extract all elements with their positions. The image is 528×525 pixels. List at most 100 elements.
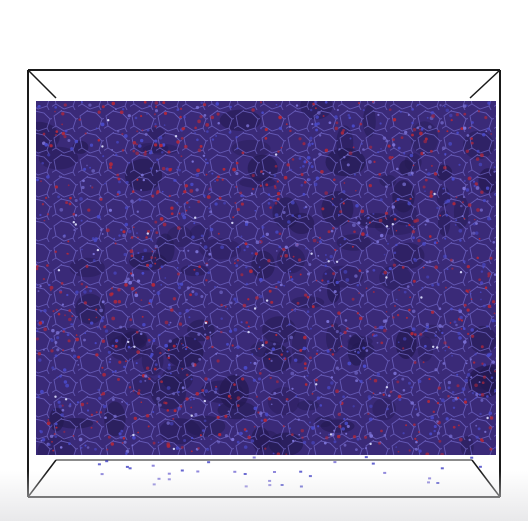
atom xyxy=(175,201,179,205)
atom xyxy=(309,421,311,424)
atom xyxy=(280,146,283,149)
atom xyxy=(188,206,191,209)
stray-particle xyxy=(383,471,387,474)
atom xyxy=(197,447,200,450)
atom xyxy=(147,230,150,233)
atom xyxy=(270,403,273,406)
atom xyxy=(157,441,160,444)
atom xyxy=(118,432,122,436)
atom xyxy=(90,426,93,429)
atom xyxy=(480,270,484,273)
atom xyxy=(312,238,317,243)
stray-particle xyxy=(478,465,482,468)
atom xyxy=(300,183,304,187)
atom xyxy=(369,434,374,438)
atom xyxy=(469,358,473,361)
atom xyxy=(480,298,482,301)
atom xyxy=(356,437,360,441)
atom xyxy=(462,327,466,330)
atom xyxy=(178,311,182,315)
atom xyxy=(233,186,236,188)
atom xyxy=(92,252,95,256)
atom xyxy=(36,265,39,268)
atom xyxy=(209,331,212,334)
atom xyxy=(240,235,243,238)
atom xyxy=(257,411,260,414)
atom xyxy=(182,249,185,252)
atom xyxy=(343,156,346,159)
atom xyxy=(493,166,496,168)
atom xyxy=(122,437,126,440)
atom xyxy=(86,164,88,167)
atom xyxy=(132,390,135,392)
atom xyxy=(90,413,94,417)
atom xyxy=(292,439,295,443)
atom xyxy=(414,447,418,451)
atom xyxy=(462,196,465,198)
atom xyxy=(199,434,202,437)
atom xyxy=(383,433,387,437)
atom xyxy=(433,429,436,433)
atom-highlight xyxy=(64,398,68,401)
atom xyxy=(355,379,359,383)
atom xyxy=(128,386,132,389)
atom xyxy=(37,104,41,108)
atom-highlight xyxy=(310,252,313,255)
atom xyxy=(241,377,245,381)
atom xyxy=(409,296,411,299)
atom xyxy=(81,101,84,104)
atom xyxy=(39,213,42,217)
atom xyxy=(169,321,172,324)
atom xyxy=(61,303,65,306)
atom xyxy=(410,386,413,389)
atom xyxy=(216,101,219,104)
atom xyxy=(333,429,336,432)
atom xyxy=(51,440,53,443)
atom xyxy=(246,245,249,248)
atom xyxy=(315,352,319,356)
atom xyxy=(489,416,494,420)
atom xyxy=(194,131,197,134)
atom xyxy=(273,185,277,188)
atom xyxy=(149,167,153,170)
atom xyxy=(297,418,301,421)
atom xyxy=(465,376,468,379)
atom xyxy=(473,184,476,188)
atom xyxy=(154,101,159,105)
atom xyxy=(262,235,265,238)
atom xyxy=(293,358,298,362)
atom xyxy=(140,401,143,404)
atom xyxy=(453,320,457,324)
atom xyxy=(362,148,365,151)
atom xyxy=(72,212,76,216)
atom xyxy=(259,101,263,104)
atom xyxy=(72,435,75,437)
atom xyxy=(253,361,257,365)
stray-particle xyxy=(157,477,161,480)
atom xyxy=(267,202,271,205)
atom xyxy=(251,108,255,112)
atom xyxy=(101,233,104,235)
atom xyxy=(168,339,172,343)
atom xyxy=(95,316,98,319)
atom xyxy=(229,105,232,109)
atom xyxy=(121,149,125,152)
atom xyxy=(178,168,181,172)
atom xyxy=(407,201,412,206)
atom-highlight xyxy=(261,344,264,347)
atom xyxy=(289,270,292,273)
atom xyxy=(424,329,428,332)
atom xyxy=(158,403,162,407)
atom xyxy=(160,265,164,269)
atom xyxy=(410,332,414,336)
atom xyxy=(490,133,493,135)
atom xyxy=(376,341,379,344)
atom xyxy=(355,216,358,219)
atom xyxy=(143,152,147,156)
atom xyxy=(154,139,158,143)
atom xyxy=(185,373,189,377)
atom xyxy=(89,143,94,147)
atom xyxy=(376,240,380,244)
atom xyxy=(291,387,294,390)
atom xyxy=(211,138,215,141)
